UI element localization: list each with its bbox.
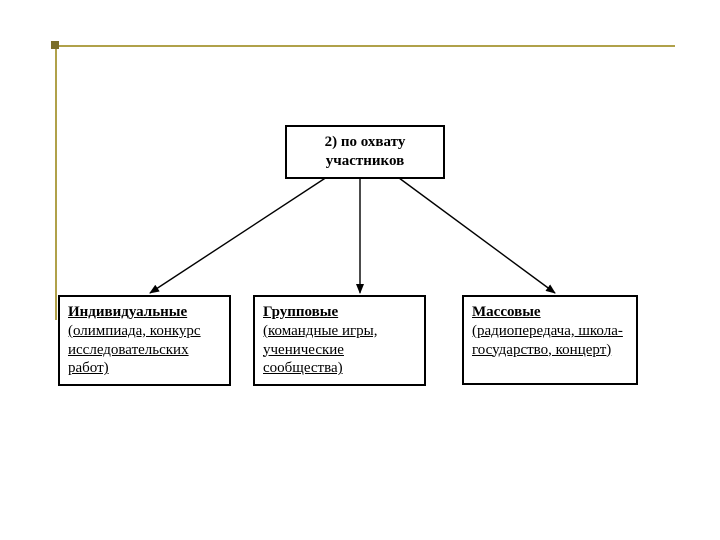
- leaf-title: Индивидуальные: [68, 304, 187, 320]
- leaf-node-0: Индивидуальные (олимпиада, конкурс иссле…: [58, 295, 231, 386]
- frame-corner-square: [51, 41, 59, 49]
- decorative-frame: [55, 45, 675, 320]
- leaf-desc: (командные игры, ученические сообщества): [263, 323, 377, 377]
- leaf-desc: (радиопередача, школа-государство, конце…: [472, 323, 623, 358]
- leaf-node-1: Групповые (командные игры, ученические с…: [253, 295, 426, 386]
- root-text-line2: участников: [291, 152, 439, 171]
- leaf-node-2: Массовые (радиопередача, школа-государст…: [462, 295, 638, 385]
- leaf-desc: (олимпиада, конкурс исследовательских ра…: [68, 323, 201, 377]
- leaf-title: Массовые: [472, 304, 541, 320]
- root-text-line1: 2) по охвату: [291, 133, 439, 152]
- leaf-title: Групповые: [263, 304, 338, 320]
- root-node: 2) по охвату участников: [285, 125, 445, 179]
